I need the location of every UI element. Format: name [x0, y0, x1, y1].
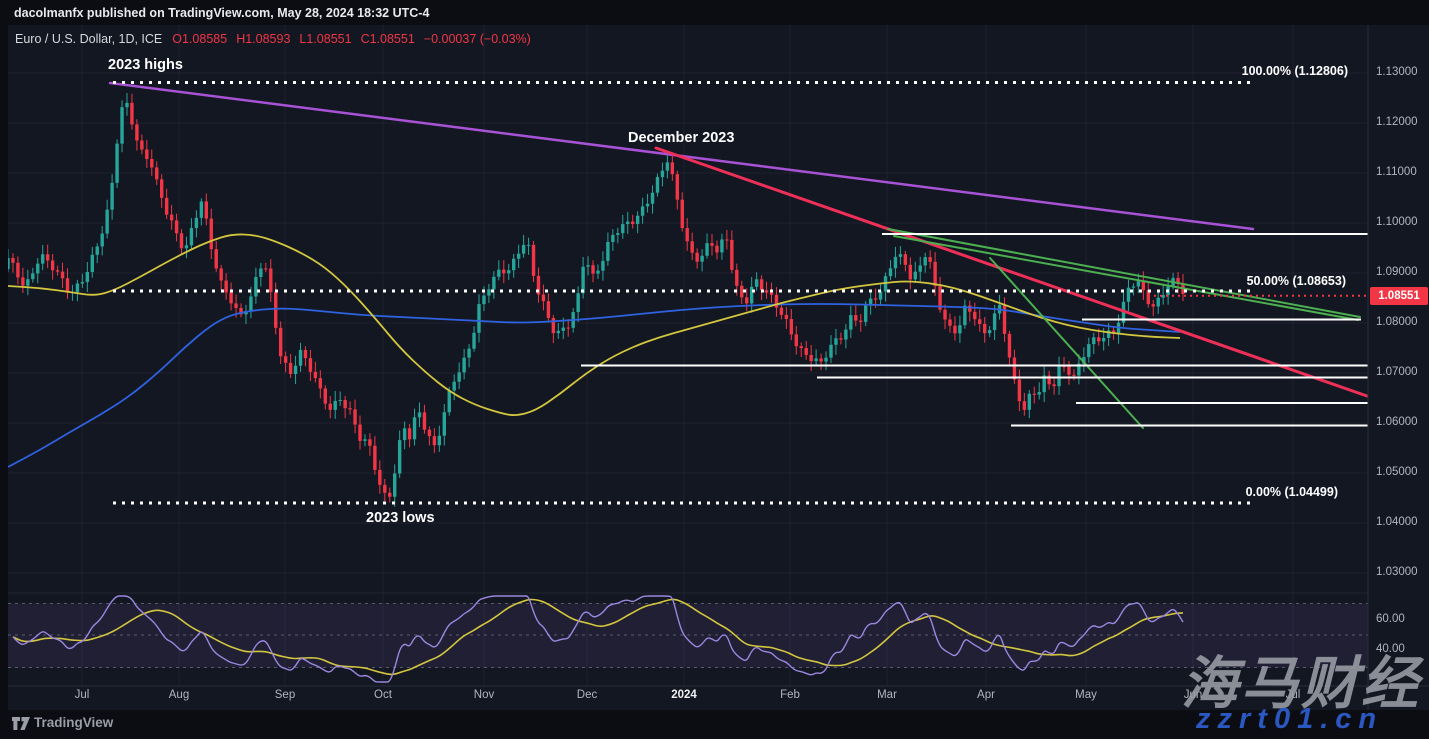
chart-background [8, 25, 1429, 710]
sma-fast-yellow [8, 233, 1181, 416]
green-channel-lower[interactable] [893, 235, 1359, 321]
time-tick-label[interactable]: Jul [74, 689, 90, 701]
price-tick-label[interactable]: 1.10000 [1376, 216, 1418, 228]
fib-label-100[interactable]: 100.00% (1.12806) [1241, 64, 1348, 78]
series-layer [8, 81, 1369, 683]
annotation-2023-highs[interactable]: 2023 highs [108, 57, 183, 73]
sma-slow-blue [8, 303, 1181, 468]
time-tick-label[interactable]: Jul [1285, 689, 1301, 701]
time-tick-label[interactable]: Apr [977, 689, 995, 701]
publish-attribution: dacolmanfx published on TradingView.com,… [14, 6, 430, 20]
price-tick-label[interactable]: 1.07000 [1376, 366, 1418, 378]
price-tick-label[interactable]: 1.12000 [1376, 116, 1418, 128]
time-tick-label[interactable]: Oct [374, 689, 392, 701]
price-tick-label[interactable]: 1.08000 [1376, 316, 1418, 328]
time-tick-label[interactable]: Sep [274, 689, 296, 701]
price-tick-label[interactable]: 1.06000 [1376, 416, 1418, 428]
rsi-tick-label: 40.00 [1376, 643, 1405, 655]
legend-h-value: H1.08593 [236, 32, 291, 46]
rsi-ma-line [12, 598, 1184, 676]
legend-c-value: C1.08551 [360, 32, 415, 46]
price-tick-label[interactable]: 1.04000 [1376, 516, 1418, 528]
time-tick-label[interactable]: Dec [576, 689, 598, 701]
legend-change: −0.00037 (−0.03%) [423, 32, 531, 46]
last-price-badge: 1.08551 [1370, 287, 1428, 305]
fib-label-50[interactable]: 50.00% (1.08653) [1246, 274, 1346, 288]
watermark-site-name: 海马财经 [1181, 652, 1421, 716]
green-steep[interactable] [989, 257, 1144, 429]
footer-bar [0, 710, 1429, 739]
time-tick-label[interactable]: May [1075, 689, 1097, 701]
time-tick-label[interactable]: Nov [473, 689, 495, 701]
price-tick-label[interactable]: 1.03000 [1376, 566, 1418, 578]
symbol-legend[interactable]: Euro / U.S. Dollar, 1D, ICE O1.08585 H1.08… [15, 32, 531, 46]
green-channel-upper[interactable] [887, 228, 1361, 318]
price-tick-label[interactable]: 1.05000 [1376, 466, 1418, 478]
rsi-tick-label: 60.00 [1376, 613, 1405, 625]
time-tick-label[interactable]: Jun [1183, 689, 1203, 701]
annotation-2023-lows[interactable]: 2023 lows [366, 510, 435, 526]
price-tick-label[interactable]: 1.11000 [1376, 166, 1417, 178]
time-tick-label[interactable]: Aug [168, 689, 190, 701]
rsi-14 [12, 595, 1184, 683]
fib-label-0[interactable]: 0.00% (1.04499) [1245, 485, 1338, 499]
legend-o-value: O1.08585 [172, 32, 228, 46]
watermark-site-url: zzrt01.cn [1196, 703, 1384, 735]
time-tick-label[interactable]: 2024 [671, 689, 697, 701]
time-tick-label[interactable]: Feb [780, 689, 800, 701]
symbol-title: Euro / U.S. Dollar, 1D, ICE [15, 32, 163, 46]
price-tick-label[interactable]: 1.09000 [1376, 266, 1418, 278]
time-tick-label[interactable]: Mar [877, 689, 897, 701]
tradingview-wordmark[interactable]: TradingView [34, 715, 114, 730]
tradingview-logo-icon[interactable] [12, 716, 32, 732]
annotation-december-2023[interactable]: December 2023 [628, 130, 735, 146]
price-tick-label[interactable]: 1.13000 [1376, 66, 1418, 78]
legend-l-value: L1.08551 [299, 32, 352, 46]
pink-december-downtrend[interactable] [654, 146, 1369, 398]
